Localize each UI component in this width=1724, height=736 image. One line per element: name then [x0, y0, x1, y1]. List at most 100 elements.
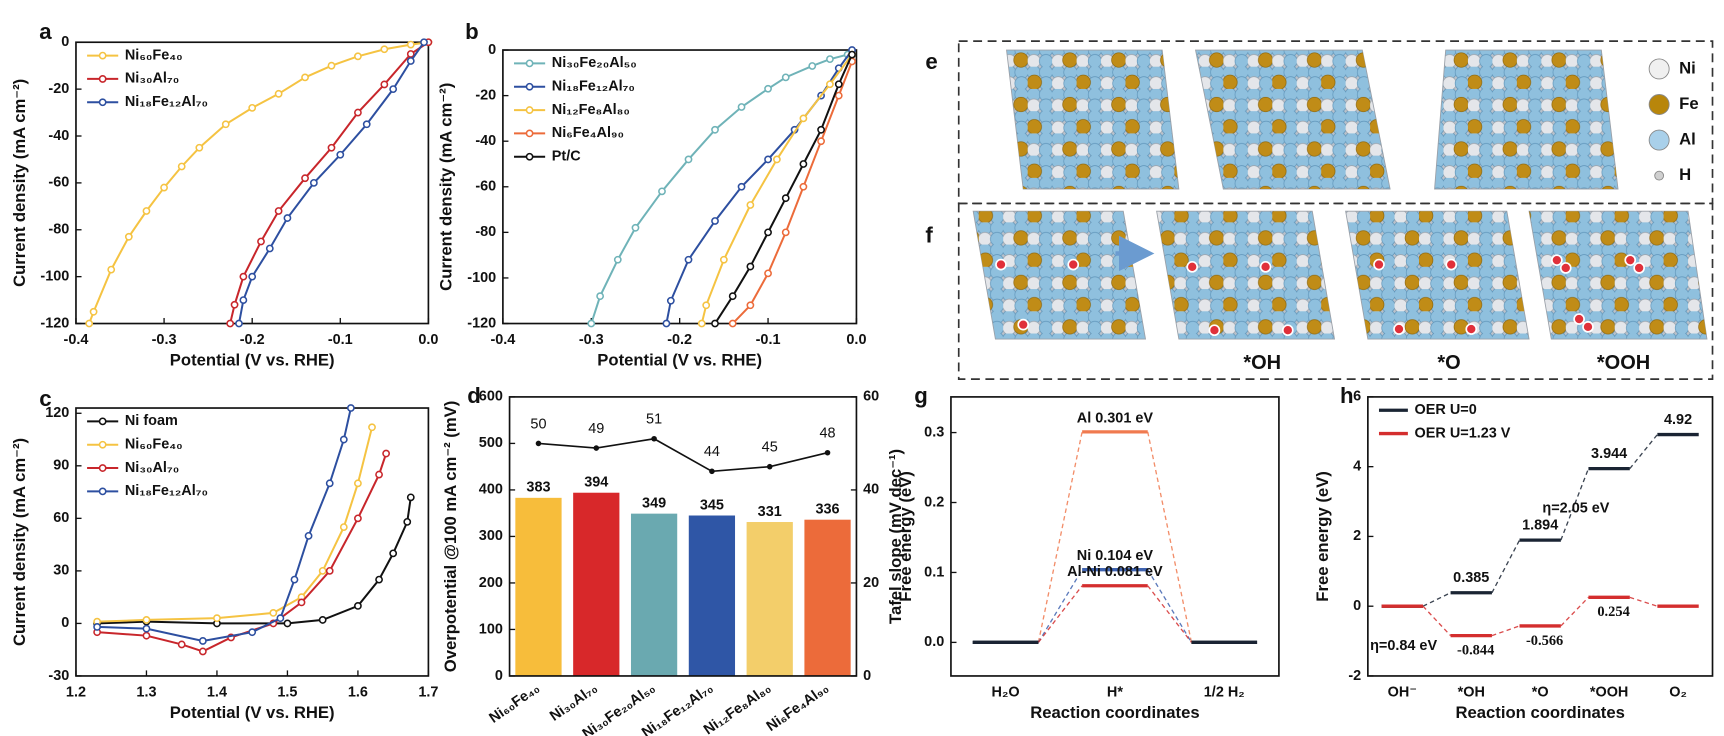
data-point: [711, 319, 719, 328]
y-tick-label: 4: [1353, 458, 1361, 474]
data-point: [613, 255, 622, 264]
bar: [746, 522, 793, 676]
panel-letter: c: [39, 386, 51, 411]
legend-atom: [1648, 58, 1670, 80]
data-point: [265, 244, 274, 253]
x-tick-label: -0.1: [756, 332, 781, 348]
bar-label: 345: [700, 497, 724, 513]
data-point: [764, 155, 772, 164]
data-point: [230, 300, 239, 309]
state-label: *OOH: [1597, 352, 1650, 374]
connector: [1629, 434, 1658, 470]
data-point: [177, 640, 186, 649]
legend-marker: [98, 487, 107, 496]
data-point: [142, 631, 151, 640]
x-tick-label: 0.0: [846, 332, 866, 348]
data-point: [799, 182, 808, 191]
atom-slab-fe: [1529, 211, 1707, 340]
legend-label: Ni₆₀Fe₄₀: [125, 437, 183, 453]
panel-letter: a: [39, 19, 52, 44]
data-point: [239, 296, 248, 304]
data-point: [248, 272, 257, 281]
tafel-label: 51: [646, 412, 662, 428]
data-point: [226, 319, 235, 328]
data-point: [198, 647, 207, 656]
connector: [1147, 569, 1193, 643]
tafel-line: [538, 437, 828, 473]
y-tick-label: -20: [475, 87, 496, 103]
data-point: [826, 80, 834, 89]
y-tick-label: -100: [40, 268, 69, 284]
tafel-point: [709, 468, 715, 475]
legend-atom: [1648, 94, 1670, 115]
data-point: [848, 50, 856, 59]
x-tick-label: 0.0: [418, 332, 438, 348]
x-tick-label: -0.3: [579, 332, 604, 348]
data-point: [124, 232, 133, 241]
level-label: 1.894: [1522, 517, 1558, 533]
series-line: [731, 61, 853, 325]
data-point: [283, 214, 292, 222]
data-point: [248, 628, 257, 637]
y-axis-label: Current density (mA cm⁻²): [10, 79, 29, 287]
level-label: 0.254: [1597, 604, 1629, 620]
x-tick-label: 1.3: [136, 684, 156, 700]
x-tick-label: 1.6: [348, 684, 368, 700]
y-tick-label: -120: [467, 315, 496, 331]
legend-label: H: [1679, 165, 1691, 184]
connector: [1147, 585, 1192, 643]
legend-label: Al: [1679, 129, 1696, 148]
data-point: [346, 404, 355, 412]
legend-atom: [1648, 129, 1670, 151]
y-tick-label: 200: [479, 575, 503, 591]
y-tick-label: 0: [61, 615, 69, 631]
y-tick-label: 300: [479, 528, 503, 544]
oxygen-atom: [1186, 260, 1199, 273]
bar-label: 331: [758, 504, 782, 520]
legend-atom: [1654, 170, 1665, 181]
legend-marker: [98, 417, 107, 426]
atom-slab-fe: [1006, 50, 1179, 190]
data-point: [198, 637, 207, 645]
legend-marker: [525, 152, 534, 161]
tafel-point: [593, 445, 600, 451]
connector: [1147, 431, 1193, 643]
data-point: [339, 435, 348, 444]
data-point: [368, 423, 376, 432]
legend-marker: [98, 51, 107, 60]
x-tick-label: *O: [1532, 684, 1549, 700]
data-point: [93, 623, 102, 631]
data-point: [684, 155, 693, 164]
x-tick-label: 1.5: [277, 684, 297, 700]
x-tick-label: -0.2: [240, 332, 265, 348]
annotation: η=2.05 eV: [1542, 500, 1609, 516]
bar-label: 336: [815, 501, 839, 517]
data-point: [746, 201, 755, 209]
data-point: [142, 624, 151, 633]
x-tick-label: OH⁻: [1388, 684, 1417, 700]
data-point: [808, 62, 817, 70]
y-tick-label: 30: [53, 563, 69, 579]
tafel-label: 45: [762, 440, 778, 456]
y-tick-label: -80: [475, 224, 496, 240]
series-line: [97, 407, 352, 642]
x-tick-label: 1/2 H₂: [1204, 684, 1245, 700]
data-point: [362, 120, 371, 129]
panel-f-frame: [957, 202, 1714, 380]
data-point: [354, 108, 362, 117]
oxygen-atom: [1582, 321, 1594, 333]
plot-frame: [950, 396, 1280, 677]
data-point: [382, 449, 391, 458]
data-point: [177, 162, 186, 171]
y-tick-label: 60: [53, 510, 69, 526]
y-tick-label: 0.1: [924, 564, 944, 580]
data-point: [406, 493, 415, 502]
legend-marker: [98, 98, 107, 107]
oxygen-atom: [1633, 262, 1645, 274]
oxygen-atom: [1017, 318, 1030, 331]
x-tick-label: 1.4: [207, 684, 227, 700]
legend-label: Ni foam: [125, 413, 178, 429]
data-point: [781, 194, 790, 203]
x-tick-label: 1.2: [66, 684, 86, 700]
tafel-label: 49: [588, 421, 604, 437]
